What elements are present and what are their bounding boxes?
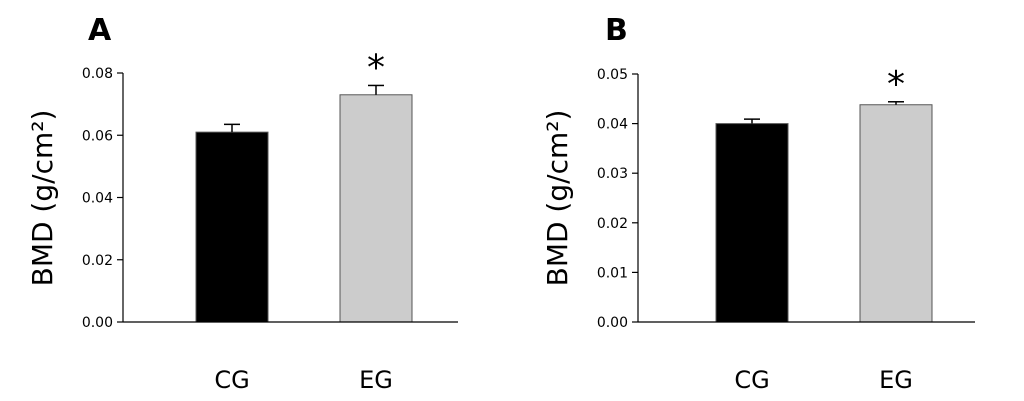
y-tick-label: 0.00 xyxy=(597,315,628,331)
y-tick-label: 0.04 xyxy=(597,117,628,133)
bar-cg xyxy=(195,131,269,323)
y-tick-label: 0.06 xyxy=(82,128,113,144)
panel-letter-b: B xyxy=(605,13,628,48)
y-tick-label: 0.03 xyxy=(597,166,628,182)
bar-eg xyxy=(859,104,933,323)
significance-marker-eg: * xyxy=(887,64,905,105)
x-tick-label-eg: EG xyxy=(359,366,393,394)
bar-eg xyxy=(339,94,413,323)
x-tick-label-cg: CG xyxy=(734,366,769,394)
y-tick-label: 0.04 xyxy=(82,191,113,207)
y-tick-label: 0.01 xyxy=(597,265,628,281)
significance-marker-eg: * xyxy=(367,47,385,88)
bar-cg xyxy=(715,123,789,323)
y-tick-label: 0.00 xyxy=(82,315,113,331)
y-tick-label: 0.05 xyxy=(597,67,628,83)
chart-panel-b: B BMD (g/cm²) CG * EG 0.00 0.01 0.02 0.03 0.04 0… xyxy=(512,0,1024,401)
y-tick-label: 0.02 xyxy=(597,216,628,232)
y-tick-label: 0.02 xyxy=(82,253,113,269)
y-axis-label-a: BMD (g/cm²) xyxy=(26,110,59,287)
y-axis-label-b: BMD (g/cm²) xyxy=(541,110,574,287)
x-tick-label-cg: CG xyxy=(214,366,249,394)
y-tick-label: 0.08 xyxy=(82,66,113,82)
panel-letter-a: A xyxy=(88,13,112,48)
chart-panel-a: A BMD (g/cm²) CG * EG 0.00 0.02 0.04 0.06 0.08 xyxy=(26,13,458,394)
chart-b-svg: B BMD (g/cm²) CG * EG 0.00 0.01 0.02 0.03 0.04 0… xyxy=(541,13,975,394)
chart-a-svg: A BMD (g/cm²) CG * EG 0.00 0.02 0.04 0.06 0.08 xyxy=(26,13,458,394)
x-tick-label-eg: EG xyxy=(879,366,913,394)
